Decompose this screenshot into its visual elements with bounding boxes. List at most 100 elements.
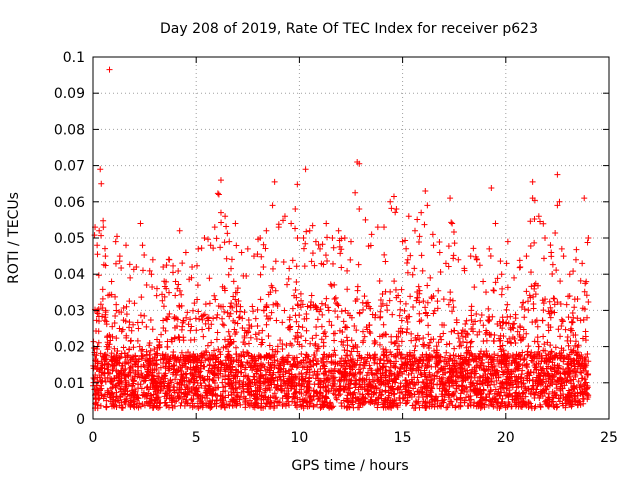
- data-point: [529, 178, 536, 185]
- data-point: [470, 386, 477, 393]
- data-point: [376, 277, 383, 284]
- data-point: [116, 309, 123, 316]
- data-point: [246, 392, 253, 399]
- y-tick-label: 0.01: [54, 376, 85, 392]
- data-point: [319, 362, 326, 369]
- data-point: [435, 287, 442, 294]
- data-point: [376, 341, 383, 348]
- data-point: [513, 389, 520, 396]
- data-point: [303, 352, 310, 359]
- data-point: [534, 334, 541, 341]
- data-point: [514, 362, 521, 369]
- data-point: [459, 375, 466, 382]
- data-point: [164, 382, 171, 389]
- data-point: [291, 393, 298, 400]
- data-point: [345, 310, 352, 317]
- chart-title: Day 208 of 2019, Rate Of TEC Index for r…: [160, 21, 538, 37]
- data-point: [153, 365, 160, 372]
- data-point: [404, 380, 411, 387]
- data-point: [550, 295, 557, 302]
- data-point: [361, 293, 368, 300]
- data-point: [320, 370, 327, 377]
- data-point: [567, 360, 574, 367]
- data-point: [214, 190, 221, 197]
- data-point: [323, 295, 330, 302]
- data-point: [523, 330, 530, 337]
- data-point: [184, 355, 191, 362]
- data-point: [540, 300, 547, 307]
- data-point: [554, 299, 561, 306]
- data-point: [199, 326, 206, 333]
- data-point: [499, 384, 506, 391]
- data-point: [442, 354, 449, 361]
- data-point: [533, 366, 540, 373]
- data-point: [447, 398, 454, 405]
- data-point: [543, 386, 550, 393]
- data-point: [437, 333, 444, 340]
- data-point: [382, 396, 389, 403]
- data-point: [547, 242, 554, 249]
- data-point: [580, 382, 587, 389]
- data-point: [317, 366, 324, 373]
- data-point: [192, 315, 199, 322]
- data-point: [552, 344, 559, 351]
- data-point: [123, 311, 130, 318]
- data-point: [452, 353, 459, 360]
- data-point: [291, 292, 298, 299]
- data-point: [344, 392, 351, 399]
- data-point: [494, 399, 501, 406]
- data-point: [451, 327, 458, 334]
- data-point: [571, 304, 578, 311]
- data-point: [388, 339, 395, 346]
- data-point: [328, 282, 335, 289]
- data-point: [470, 402, 477, 409]
- data-point: [369, 311, 376, 318]
- y-tick-label: 0.07: [54, 159, 85, 175]
- data-point: [330, 244, 337, 251]
- data-point: [341, 347, 348, 354]
- data-point: [543, 386, 550, 393]
- data-point: [222, 213, 229, 220]
- data-point: [225, 351, 232, 358]
- data-point: [451, 345, 458, 352]
- data-point: [151, 354, 158, 361]
- data-point: [330, 368, 337, 375]
- data-point: [311, 262, 318, 269]
- data-point: [236, 383, 243, 390]
- data-point: [217, 303, 224, 310]
- data-point: [180, 317, 187, 324]
- data-point: [445, 375, 452, 382]
- data-point: [471, 368, 478, 375]
- data-point: [279, 402, 286, 409]
- data-point: [549, 261, 556, 268]
- data-point: [230, 278, 237, 285]
- data-point: [245, 385, 252, 392]
- data-point: [426, 399, 433, 406]
- data-point: [261, 363, 268, 370]
- data-point: [108, 356, 115, 363]
- data-point: [285, 324, 292, 331]
- data-point: [515, 360, 522, 367]
- data-point: [233, 308, 240, 315]
- data-point: [560, 366, 567, 373]
- data-point: [285, 352, 292, 359]
- data-point: [296, 312, 303, 319]
- data-point: [258, 253, 265, 260]
- data-point: [194, 262, 201, 269]
- data-point: [371, 378, 378, 385]
- data-point: [372, 339, 379, 346]
- data-point: [527, 218, 534, 225]
- data-point: [517, 324, 524, 331]
- data-point: [476, 328, 483, 335]
- data-point: [255, 330, 262, 337]
- data-point: [393, 397, 400, 404]
- data-point: [143, 398, 150, 405]
- data-point: [222, 404, 229, 411]
- data-point: [389, 311, 396, 318]
- data-point: [98, 392, 105, 399]
- data-point: [292, 206, 299, 213]
- data-point: [394, 385, 401, 392]
- data-point: [380, 345, 387, 352]
- data-point: [183, 374, 190, 381]
- data-point: [302, 337, 309, 344]
